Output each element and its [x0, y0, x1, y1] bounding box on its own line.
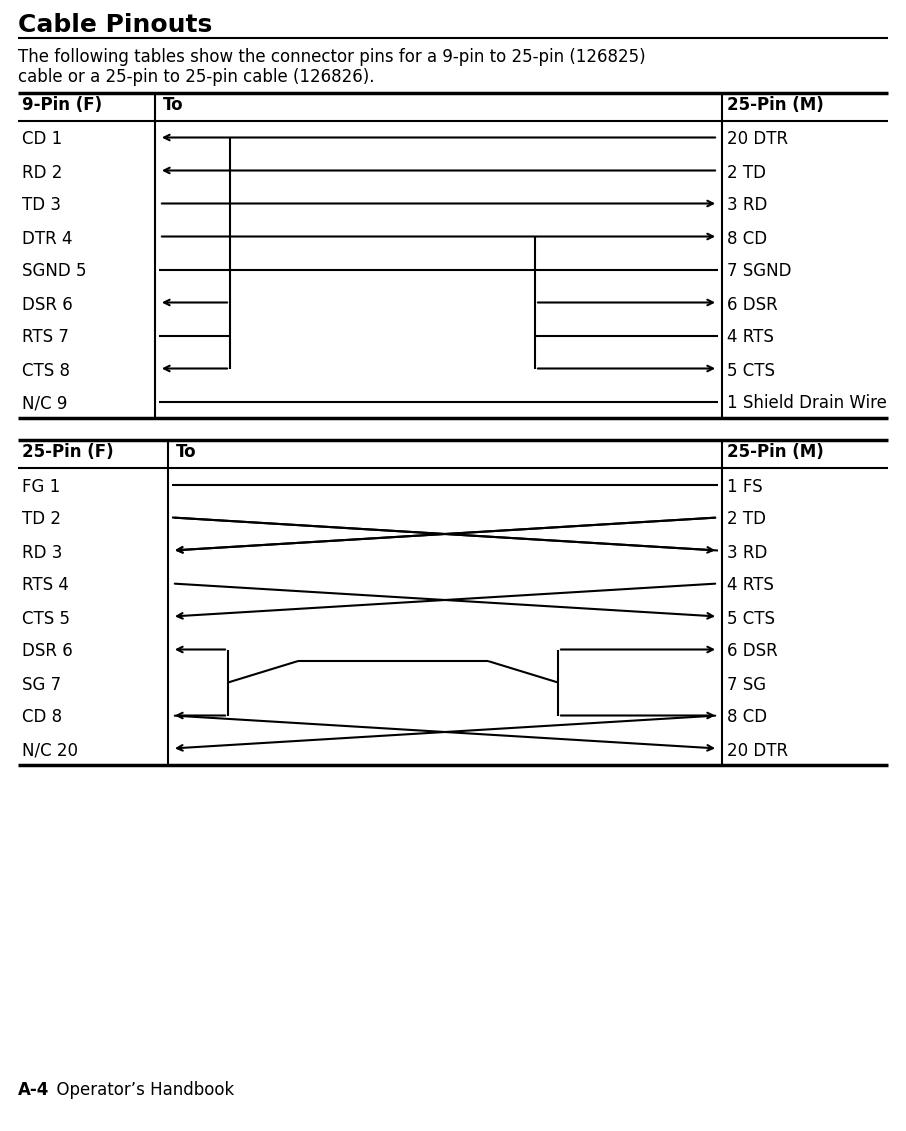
Text: 1 Shield Drain Wire: 1 Shield Drain Wire — [727, 395, 887, 413]
Text: 8 CD: 8 CD — [727, 230, 767, 248]
Text: TD 3: TD 3 — [22, 197, 61, 215]
Text: RTS 4: RTS 4 — [22, 577, 69, 595]
Text: 20 DTR: 20 DTR — [727, 130, 788, 148]
Text: 8 CD: 8 CD — [727, 708, 767, 726]
Text: DTR 4: DTR 4 — [22, 230, 72, 248]
Text: DSR 6: DSR 6 — [22, 295, 72, 313]
Text: RD 3: RD 3 — [22, 544, 63, 561]
Text: cable or a 25-pin to 25-pin cable (126826).: cable or a 25-pin to 25-pin cable (12682… — [18, 68, 374, 86]
Text: 25-Pin (F): 25-Pin (F) — [22, 443, 113, 461]
Text: To: To — [176, 443, 197, 461]
Text: FG 1: FG 1 — [22, 477, 61, 495]
Text: 5 CTS: 5 CTS — [727, 610, 775, 628]
Text: TD 2: TD 2 — [22, 510, 61, 528]
Text: 6 DSR: 6 DSR — [727, 642, 777, 661]
Text: CD 8: CD 8 — [22, 708, 63, 726]
Text: 25-Pin (M): 25-Pin (M) — [727, 96, 824, 114]
Text: Cable Pinouts: Cable Pinouts — [18, 12, 212, 37]
Text: N/C 20: N/C 20 — [22, 742, 78, 760]
Text: 25-Pin (M): 25-Pin (M) — [727, 443, 824, 461]
Text: CTS 8: CTS 8 — [22, 362, 70, 380]
Text: RD 2: RD 2 — [22, 164, 63, 181]
Text: 7 SGND: 7 SGND — [727, 262, 792, 280]
Text: 6 DSR: 6 DSR — [727, 295, 777, 313]
Text: 3 RD: 3 RD — [727, 197, 767, 215]
Text: 20 DTR: 20 DTR — [727, 742, 788, 760]
Text: 3 RD: 3 RD — [727, 544, 767, 561]
Text: N/C 9: N/C 9 — [22, 395, 67, 413]
Text: SG 7: SG 7 — [22, 675, 61, 693]
Text: 2 TD: 2 TD — [727, 510, 766, 528]
Text: 7 SG: 7 SG — [727, 675, 766, 693]
Text: RTS 7: RTS 7 — [22, 328, 69, 346]
Text: CD 1: CD 1 — [22, 130, 63, 148]
Text: CTS 5: CTS 5 — [22, 610, 70, 628]
Text: Operator’s Handbook: Operator’s Handbook — [46, 1081, 235, 1099]
Text: The following tables show the connector pins for a 9-pin to 25-pin (126825): The following tables show the connector … — [18, 48, 646, 66]
Text: SGND 5: SGND 5 — [22, 262, 86, 280]
Text: 4 RTS: 4 RTS — [727, 577, 774, 595]
Text: 1 FS: 1 FS — [727, 477, 763, 495]
Text: DSR 6: DSR 6 — [22, 642, 72, 661]
Text: 5 CTS: 5 CTS — [727, 362, 775, 380]
Text: 9-Pin (F): 9-Pin (F) — [22, 96, 102, 114]
Text: A-4: A-4 — [18, 1081, 49, 1099]
Text: 4 RTS: 4 RTS — [727, 328, 774, 346]
Text: To: To — [163, 96, 184, 114]
Text: 2 TD: 2 TD — [727, 164, 766, 181]
